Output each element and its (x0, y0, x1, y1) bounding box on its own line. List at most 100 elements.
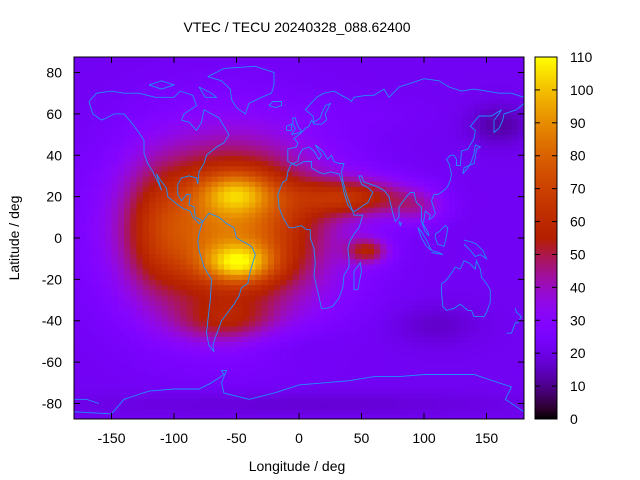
heatmap-cell (386, 387, 394, 394)
heatmap-cell (199, 160, 206, 167)
heatmap-cell (311, 331, 319, 337)
heatmap-cell (411, 170, 419, 177)
heatmap-cell (336, 232, 344, 239)
heatmap-cell (124, 310, 131, 317)
heatmap-cell (74, 305, 81, 311)
heatmap-cell (80, 155, 88, 162)
heatmap-cell (174, 300, 181, 306)
heatmap-cell (486, 408, 494, 415)
heatmap-cell (505, 201, 513, 208)
heatmap-cell (386, 160, 394, 167)
heatmap-cell (361, 113, 369, 120)
heatmap-cell (186, 238, 194, 244)
heatmap-cell (174, 113, 181, 120)
heatmap-cell (399, 289, 406, 296)
heatmap-cell (392, 398, 400, 405)
heatmap-cell (480, 382, 488, 389)
heatmap-cell (274, 134, 281, 141)
heatmap-cell (342, 186, 350, 193)
heatmap-cell (380, 103, 388, 110)
heatmap-cell (124, 413, 131, 419)
heatmap-cell (392, 274, 400, 280)
heatmap-cell (255, 217, 263, 224)
heatmap-cell (386, 253, 394, 260)
heatmap-cell (242, 300, 250, 306)
heatmap-cell (130, 387, 138, 394)
heatmap-cell (342, 393, 350, 399)
heatmap-cell (380, 258, 388, 265)
heatmap-cell (430, 289, 438, 296)
heatmap-cell (142, 279, 150, 286)
heatmap-cell (430, 258, 438, 265)
heatmap-cell (430, 253, 438, 260)
heatmap-cell (86, 144, 94, 151)
heatmap-cell (349, 212, 356, 218)
heatmap-cell (305, 377, 313, 384)
heatmap-cell (74, 310, 81, 317)
heatmap-cell (336, 201, 344, 208)
heatmap-cell (105, 248, 113, 255)
heatmap-cell (267, 362, 275, 368)
heatmap-cell (430, 413, 438, 419)
heatmap-cell (167, 119, 175, 125)
heatmap-cell (130, 227, 138, 234)
heatmap-cell (499, 274, 506, 280)
heatmap-cell (511, 62, 519, 68)
heatmap-cell (374, 372, 381, 379)
heatmap-cell (349, 124, 356, 130)
heatmap-cell (317, 175, 325, 182)
heatmap-cell (261, 181, 269, 187)
heatmap-cell (99, 139, 106, 146)
heatmap-cell (117, 222, 125, 229)
heatmap-cell (455, 222, 463, 229)
heatmap-cell (361, 274, 369, 280)
heatmap-cell (249, 150, 256, 156)
heatmap-cell (386, 108, 394, 115)
heatmap-cell (249, 372, 256, 379)
heatmap-cell (105, 284, 113, 291)
heatmap-cell (417, 129, 425, 136)
heatmap-cell (211, 212, 219, 218)
heatmap-cell (424, 62, 431, 68)
heatmap-cell (180, 413, 188, 419)
heatmap-cell (136, 217, 144, 224)
heatmap-cell (286, 315, 294, 322)
heatmap-cell (336, 67, 344, 74)
heatmap-cell (324, 362, 331, 368)
heatmap-cell (505, 320, 513, 327)
heatmap-cell (74, 289, 81, 296)
heatmap-cell (361, 243, 369, 249)
heatmap-cell (311, 232, 319, 239)
heatmap-cell (186, 165, 194, 172)
heatmap-cell (86, 413, 94, 419)
heatmap-cell (186, 279, 194, 286)
heatmap-cell (161, 284, 169, 291)
heatmap-cell (274, 77, 281, 84)
heatmap-cell (436, 258, 444, 265)
heatmap-cell (386, 413, 394, 419)
heatmap-cell (111, 274, 119, 280)
heatmap-cell (80, 398, 88, 405)
heatmap-cell (261, 279, 269, 286)
heatmap-cell (317, 336, 325, 343)
heatmap-cell (449, 367, 456, 374)
heatmap-cell (211, 305, 219, 311)
heatmap-cell (92, 413, 100, 419)
heatmap-cell (305, 196, 313, 203)
heatmap-cell (192, 300, 200, 306)
heatmap-cell (411, 186, 419, 193)
heatmap-cell (155, 377, 163, 384)
heatmap-cell (174, 134, 181, 141)
heatmap-cell (180, 362, 188, 368)
heatmap-cell (442, 253, 450, 260)
heatmap-cell (380, 139, 388, 146)
heatmap-cell (461, 144, 469, 151)
heatmap-cell (367, 139, 375, 146)
heatmap-cell (74, 413, 81, 419)
heatmap-cell (130, 139, 138, 146)
heatmap-cell (386, 186, 394, 193)
heatmap-cell (355, 253, 363, 260)
heatmap-cell (74, 82, 81, 89)
heatmap-cell (267, 305, 275, 311)
heatmap-cell (474, 351, 481, 358)
